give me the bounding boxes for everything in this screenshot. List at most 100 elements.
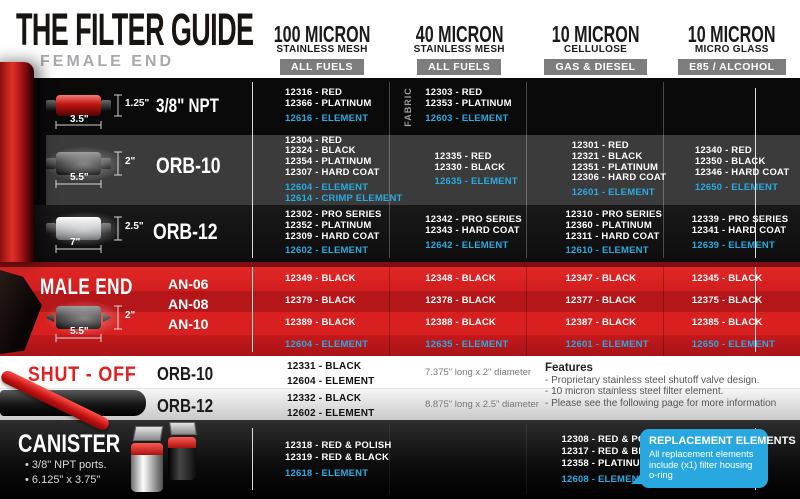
column-divider	[526, 267, 527, 356]
npt-parts-cells: 12316 - RED 12366 - PLATINUM 12616 - ELEME…	[253, 78, 800, 135]
element-part-number: 12616 - ELEMENT	[285, 112, 369, 124]
media-type: STAINLESS MESH	[413, 44, 505, 55]
part-number: 12335 - RED	[434, 150, 492, 162]
feature-item: - Please see the following page for more…	[545, 397, 777, 409]
element-part-number: 12602 - ELEMENT	[285, 245, 369, 257]
female-row-orb-12: 2.5" 7" ORB-12 12302 - PRO SERIES 12352 -…	[0, 205, 800, 262]
canister-specs: • 3/8" NPT ports. • 6.125" x 3.75"	[25, 458, 107, 488]
orb12-parts-cells: 12302 - PRO SERIES 12352 - PLATINUM 12309 …	[253, 205, 800, 262]
npt-filter-figure: 1.25" 3.5"	[44, 86, 194, 142]
parts-cell: 12375 - BLACK	[674, 291, 800, 312]
shut-off-section: SHUT - OFF ORB-10 ORB-12 12331 - BLACK 1…	[0, 356, 800, 433]
part-number: 12317 - RED & BLACK	[561, 445, 666, 457]
section-subtitle-female-end: FEMALE END	[40, 53, 174, 70]
part-number: 12346 - HARD COAT	[694, 167, 790, 178]
part-number: 12389 - BLACK	[285, 317, 356, 329]
part-number: 12349 - BLACK	[285, 272, 356, 284]
part-number: 12354 - PLATINUM	[285, 156, 372, 168]
row-label-orb-12: ORB-12	[157, 396, 214, 416]
dimension-length-label: 5.5"	[70, 172, 89, 183]
element-part-number: 12608 - ELEMENT	[561, 473, 645, 485]
fuel-badge: ALL FUELS	[279, 59, 365, 75]
part-number: 12306 - HARD COAT	[571, 172, 667, 184]
part-number: 12308 - RED & POLISH	[561, 433, 668, 445]
section-title-canister: CANISTER	[18, 430, 121, 458]
row-label-orb-10: ORB-10	[157, 364, 214, 384]
column-divider	[755, 88, 756, 258]
female-row-orb-10: 2" 5.5" ORB-10 12304 - RED 12324 - BLACK 1…	[0, 135, 800, 205]
parts-cell: 12301 - RED 12321 - BLACK 12351 - PLATINUM…	[540, 135, 677, 205]
part-number: 12366 - PLATINUM	[285, 98, 372, 110]
part-number: 12311 - HARD COAT	[565, 230, 660, 242]
element-part-number: 12604 - ELEMENT	[287, 375, 375, 387]
part-number: 12352 - PLATINUM	[285, 219, 372, 231]
row-label-orb-10: ORB-10	[156, 153, 221, 178]
column-divider	[755, 267, 756, 352]
row-label-an-10: AN-10	[168, 316, 209, 332]
dimension-height-label: 2.5"	[125, 221, 144, 232]
part-number: 12324 - BLACK	[285, 145, 356, 157]
parts-cell: 12310 - PRO SERIES 12360 - PLATINUM 12311 …	[534, 205, 674, 262]
dimension-height-label: 2"	[125, 156, 136, 167]
parts-cell: 12635 - ELEMENT	[393, 335, 533, 356]
element-part-number: 12635 - ELEMENT	[434, 176, 518, 188]
parts-cell-empty	[534, 78, 674, 135]
part-number: 12341 - HARD COAT	[691, 225, 787, 237]
part-number: 12377 - BLACK	[565, 295, 637, 307]
shutoff-orb12-parts: 12332 - BLACK 12602 - ELEMENT	[287, 393, 375, 419]
part-number: 12339 - PRO SERIES	[691, 214, 789, 226]
parts-cell: 12303 - RED 12353 - PLATINUM 12603 - ELEME…	[393, 78, 533, 135]
parts-cell: 12389 - BLACK	[253, 312, 393, 335]
female-row-npt: 1.25" 3.5" 3/8" NPT 12316 - RED 12366 - P…	[0, 78, 800, 135]
micron-rating: 100 MICRON	[273, 21, 371, 47]
element-part-number: 12604 - ELEMENT	[285, 181, 369, 193]
section-title-male-end: MALE END	[40, 274, 133, 299]
parts-cell: 12378 - BLACK	[393, 291, 533, 312]
spec-bullet: • 3/8" NPT ports.	[25, 459, 107, 471]
parts-cell-empty	[674, 78, 800, 135]
part-number: 12379 - BLACK	[285, 295, 356, 307]
column-divider	[252, 428, 253, 490]
callout-title: REPLACEMENT ELEMENTS	[649, 435, 796, 447]
element-part-number: 12602 - ELEMENT	[287, 407, 375, 419]
male-row-an-08: 12379 - BLACK 12378 - BLACK 12377 - BLAC…	[0, 291, 800, 312]
part-number: 12388 - BLACK	[425, 317, 496, 329]
element-part-number: 12639 - ELEMENT	[691, 239, 775, 251]
parts-cell: 12304 - RED 12324 - BLACK 12354 - PLATINUM…	[253, 135, 403, 205]
red-filter-photo	[0, 62, 34, 262]
size-spec: 7.375" long x 2" diameter	[425, 367, 532, 378]
fuel-badge: GAS & DIESEL	[544, 59, 647, 75]
male-filter-figure: 2" 5.5"	[44, 298, 194, 354]
row-label-an-06: AN-06	[168, 276, 209, 292]
element-part-number: 12601 - ELEMENT	[565, 339, 649, 351]
part-number: 12343 - HARD COAT	[425, 225, 520, 237]
row-label-orb-12: ORB-12	[153, 219, 218, 244]
part-number: 12385 - BLACK	[691, 317, 763, 329]
section-top-stripe	[0, 262, 800, 267]
red-cap	[168, 437, 196, 449]
an10-parts-cells: 12389 - BLACK 12388 - BLACK 12387 - BLAC…	[253, 312, 800, 335]
parts-cell: 12349 - BLACK	[253, 267, 393, 291]
canister-parts-cells: 12318 - RED & POLISH 12319 - RED & BLACK 1…	[253, 420, 800, 499]
column-header-40-micron: 40 MICRON STAINLESS MESH ALL FUELS	[391, 23, 527, 75]
dimension-height-label: 2"	[125, 310, 136, 321]
part-number: 12375 - BLACK	[691, 295, 763, 307]
parts-cell: 12348 - BLACK	[393, 267, 533, 291]
part-number: 12330 - BLACK	[434, 161, 506, 173]
inline-filter-red-illustration	[46, 94, 122, 129]
element-part-number: 12601 - ELEMENT	[571, 187, 655, 199]
fuel-badge: ALL FUELS	[417, 59, 502, 75]
orb10-filter-figure: 2" 5.5"	[44, 144, 194, 200]
column-divider	[252, 267, 253, 352]
red-cap	[131, 443, 163, 456]
part-number: 12316 - RED	[285, 87, 343, 99]
part-number: 12309 - HARD COAT	[285, 230, 380, 242]
part-number: 12347 - BLACK	[565, 272, 637, 284]
part-number: 12387 - BLACK	[565, 317, 637, 329]
parts-cell: 12308 - RED & POLISH 12317 - RED & BLACK 1…	[556, 420, 681, 499]
size-spec: 8.875" long x 2.5" diameter	[425, 399, 539, 410]
fuel-badge: E85 / ALCOHOL	[678, 59, 786, 75]
parts-cell: 12340 - RED 12350 - BLACK 12346 - HARD COA…	[677, 135, 800, 205]
column-headers: 100 MICRON STAINLESS MESH ALL FUELS 40 M…	[253, 21, 800, 75]
